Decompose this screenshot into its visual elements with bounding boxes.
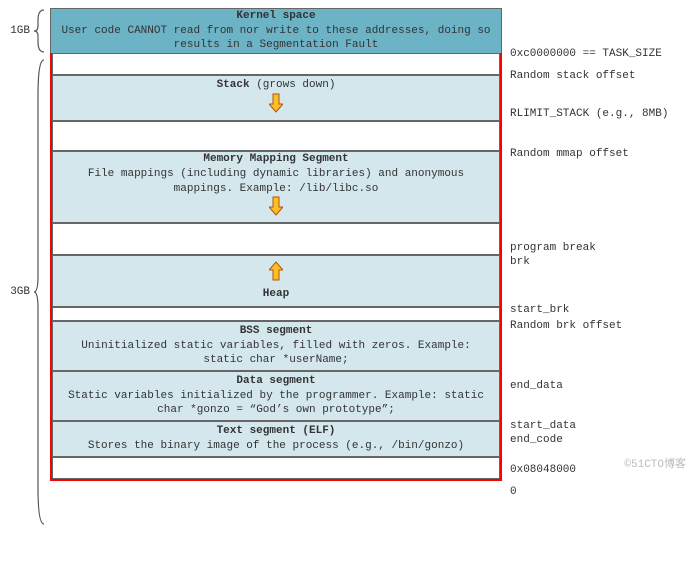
kernel-title: Kernel space [236, 9, 315, 24]
data-title: Data segment [236, 374, 315, 389]
gap-heap-above [52, 223, 500, 255]
user-space-region: Stack (grows down) Memory Mapping Segmen… [50, 53, 502, 481]
text-desc: Stores the binary image of the process (… [88, 439, 464, 454]
segment-text: Text segment (ELF) Stores the binary ima… [52, 421, 500, 457]
kernel-desc: User code CANNOT read from nor write to … [57, 24, 495, 54]
label-end-data: end_data [510, 380, 563, 392]
label-start-data: start_data [510, 420, 576, 432]
segment-data: Data segment Static variables initialize… [52, 371, 500, 421]
gap-bottom [52, 457, 500, 479]
mmap-desc: File mappings (including dynamic librari… [59, 167, 493, 197]
label-rand-stack: Random stack offset [510, 70, 635, 82]
segment-bss: BSS segment Uninitialized static variabl… [52, 321, 500, 371]
label-brk: brk [510, 256, 530, 268]
label-program-break: program break [510, 242, 596, 254]
gap-stack-offset [52, 53, 500, 75]
label-text-addr: 0x08048000 [510, 464, 576, 476]
kernel-size-label: 1GB [10, 25, 30, 37]
segment-kernel: Kernel space User code CANNOT read from … [50, 8, 502, 54]
arrow-down-icon [269, 93, 283, 119]
segment-mmap: Memory Mapping Segment File mappings (in… [52, 151, 500, 223]
bss-desc: Uninitialized static variables, filled w… [59, 339, 493, 369]
label-zero: 0 [510, 486, 517, 498]
label-task-size: 0xc0000000 == TASK_SIZE [510, 48, 662, 60]
stack-title: Stack [217, 79, 250, 91]
left-size-labels: 1GB 3GB [8, 8, 46, 481]
segment-heap: Heap [52, 255, 500, 307]
data-desc: Static variables initialized by the prog… [59, 389, 493, 419]
watermark: ©51CTO博客 [624, 455, 686, 471]
address-labels: 0xc0000000 == TASK_SIZE Random stack off… [506, 8, 690, 481]
heap-title: Heap [263, 287, 289, 302]
label-start-brk: start_brk [510, 304, 569, 316]
arrow-up-icon [269, 261, 283, 287]
arrow-down-icon [269, 196, 283, 222]
label-rand-mmap: Random mmap offset [510, 148, 629, 160]
text-title: Text segment (ELF) [217, 424, 336, 439]
mmap-title: Memory Mapping Segment [203, 152, 348, 167]
label-rand-brk: Random brk offset [510, 320, 622, 332]
label-rlimit: RLIMIT_STACK (e.g., 8MB) [510, 108, 668, 120]
memory-map: Kernel space User code CANNOT read from … [50, 8, 502, 481]
label-end-code: end_code [510, 434, 563, 446]
brace-icon [32, 56, 46, 528]
segment-stack: Stack (grows down) [52, 75, 500, 121]
user-size-label: 3GB [10, 286, 30, 298]
bss-title: BSS segment [240, 324, 313, 339]
stack-suffix: (grows down) [256, 79, 335, 91]
gap-brk-offset [52, 307, 500, 321]
brace-icon [32, 8, 46, 54]
gap-mmap-offset [52, 121, 500, 151]
